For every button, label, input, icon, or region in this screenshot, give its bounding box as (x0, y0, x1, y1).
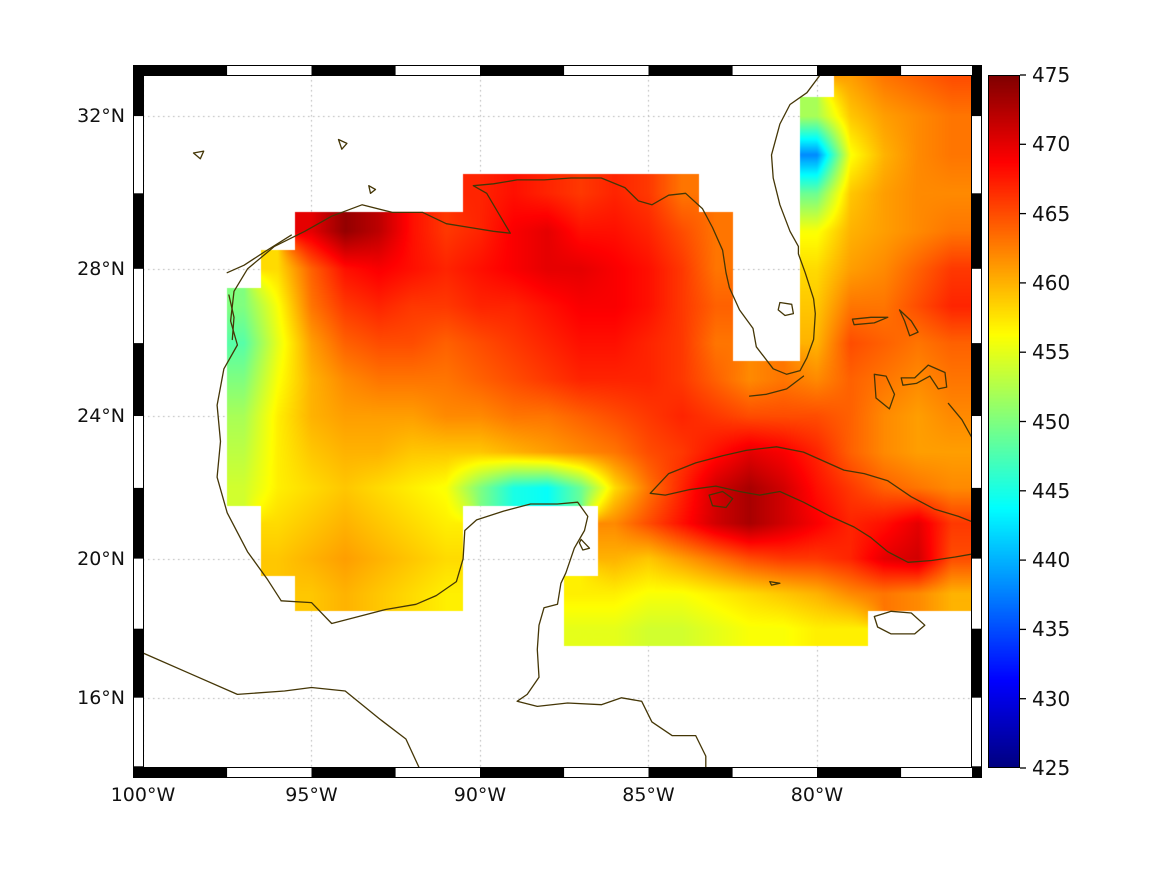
colorbar-tick-label: 460 (1032, 270, 1071, 295)
frame-segment (972, 268, 982, 344)
frame-segment (395, 65, 480, 75)
colorbar-tick-label: 450 (1032, 409, 1071, 434)
y-axis-tick-label: 32°N (77, 105, 125, 128)
frame-segment (143, 768, 228, 778)
frame-corner (133, 768, 143, 778)
colorbar-tick-label: 435 (1032, 617, 1071, 642)
frame-segment (133, 558, 143, 629)
frame-inner-outline (143, 75, 972, 768)
colorbar-tick-label: 430 (1032, 686, 1071, 711)
frame-segment (133, 628, 143, 698)
coastline-path (900, 364, 948, 390)
frame-segment (564, 768, 649, 778)
frame-segment (480, 65, 565, 75)
coastline-path (769, 580, 781, 586)
frame-segment (817, 768, 902, 778)
frame-corner (972, 768, 982, 778)
colorbar-border (988, 75, 1020, 768)
coastline-path (337, 138, 348, 150)
coastline-path (226, 234, 292, 274)
frame-segment (564, 65, 649, 75)
frame-segment (133, 343, 143, 417)
coastline-path (578, 538, 591, 551)
frame-segment (480, 768, 565, 778)
colorbar-tick-label: 455 (1032, 340, 1071, 365)
colorbar-tick-label: 445 (1032, 478, 1071, 503)
frame-segment (972, 116, 982, 194)
frame-segment (972, 487, 982, 559)
frame-segment (133, 268, 143, 344)
heatmap-canvas (143, 75, 972, 768)
frame-segment (901, 768, 972, 778)
map-frame (133, 65, 982, 778)
coastline-path (192, 150, 205, 160)
frame-segment (972, 628, 982, 698)
frame-segment (227, 65, 312, 75)
frame-segment (133, 75, 143, 117)
coastline-path (873, 373, 896, 410)
coastline-path (228, 294, 235, 341)
colorbar-frame (988, 74, 1026, 769)
frame-segment (133, 487, 143, 559)
frame-segment (972, 75, 982, 117)
y-axis-tick-label: 20°N (77, 547, 125, 570)
coastline-path (748, 375, 805, 397)
frame-corner (972, 65, 982, 75)
frame-segment (133, 766, 143, 768)
coastline-path (143, 652, 420, 768)
x-axis-tick-label: 90°W (453, 784, 507, 806)
frame-segment (972, 766, 982, 768)
frame-segment (133, 416, 143, 488)
frame-segment (972, 558, 982, 629)
frame-segment (972, 416, 982, 488)
frame-segment (901, 65, 972, 75)
frame-segment (648, 768, 733, 778)
frame-segment (732, 768, 817, 778)
x-axis-tick-label: 95°W (285, 784, 338, 806)
coastline-path (777, 301, 795, 317)
frame-segment (311, 768, 396, 778)
colorbar-tick-label: 475 (1032, 63, 1071, 87)
frame-outer-outline (133, 65, 982, 778)
frame-segment (133, 193, 143, 269)
frame-corner (133, 65, 143, 75)
colorbar-tick-label: 425 (1032, 756, 1071, 780)
colorbar-gradient (988, 75, 1020, 768)
colorbar-tick-label: 440 (1032, 548, 1071, 573)
y-axis-tick-label: 16°N (77, 686, 125, 709)
frame-segment (133, 116, 143, 194)
coastline-path (280, 501, 707, 768)
colorbar-tick-label: 465 (1032, 201, 1071, 226)
x-axis-tick-label: 100°W (110, 784, 176, 806)
coastline-path (873, 610, 926, 635)
x-axis-tick-label: 80°W (790, 784, 844, 806)
coastline-path (708, 490, 734, 509)
frame-segment (732, 65, 817, 75)
frame-segment (817, 65, 902, 75)
y-axis-tick-label: 24°N (77, 405, 125, 428)
frame-segment (972, 697, 982, 767)
frame-segment (972, 343, 982, 417)
frame-segment (648, 65, 733, 75)
coastline-path (898, 309, 919, 337)
frame-segment (133, 697, 143, 767)
frame-segment (143, 65, 228, 75)
frame-segment (311, 65, 396, 75)
coastline-path (947, 402, 972, 439)
coastline-path (216, 75, 821, 602)
coastlines (143, 75, 972, 768)
frame-segment (395, 768, 480, 778)
x-axis-tick-label: 85°W (622, 784, 675, 806)
colorbar-tick-label: 470 (1032, 132, 1071, 157)
frame-segment (227, 768, 312, 778)
frame-segment (972, 193, 982, 269)
coastline-path (649, 446, 972, 563)
coastline-path (368, 185, 377, 194)
y-axis-tick-label: 28°N (77, 257, 125, 280)
coastline-path (851, 316, 889, 326)
